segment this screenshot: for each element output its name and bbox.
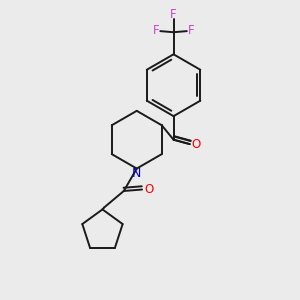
Text: N: N (132, 167, 141, 180)
Text: F: F (153, 24, 159, 37)
Text: O: O (192, 138, 201, 151)
Text: O: O (144, 183, 153, 196)
Text: F: F (188, 24, 194, 37)
Text: F: F (170, 8, 177, 21)
